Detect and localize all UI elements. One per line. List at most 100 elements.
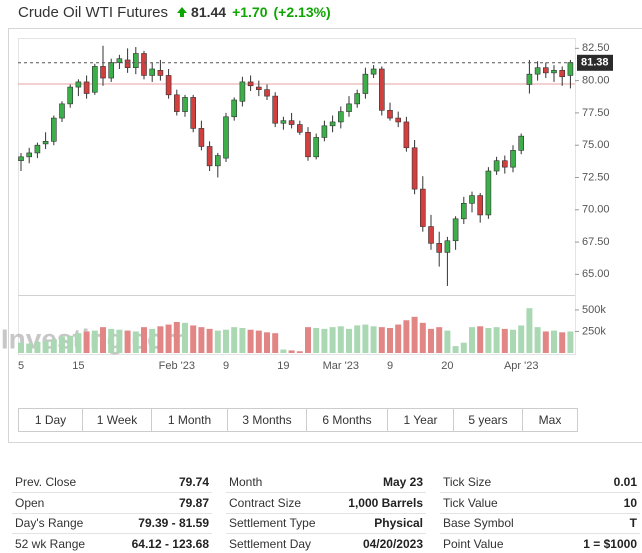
range-button[interactable]: 1 Week bbox=[83, 409, 152, 431]
candle-body bbox=[255, 86, 262, 90]
stat-value: 79.74 bbox=[178, 475, 209, 489]
volume-bar bbox=[403, 320, 410, 353]
up-arrow bbox=[177, 7, 188, 17]
candle-body bbox=[526, 73, 533, 85]
range-button[interactable]: 1 Day bbox=[19, 409, 83, 431]
y2-tick-label: 250k bbox=[582, 325, 606, 337]
candle-body bbox=[329, 121, 336, 127]
candle-body bbox=[75, 81, 82, 88]
stat-value: T bbox=[629, 516, 637, 530]
candle-body bbox=[501, 160, 508, 168]
volume-bar bbox=[214, 330, 221, 353]
range-button[interactable]: 3 Months bbox=[228, 409, 307, 431]
candle-body bbox=[239, 81, 246, 102]
candle-body bbox=[477, 195, 484, 216]
x-tick-label: 5 bbox=[18, 360, 24, 372]
volume-bar bbox=[518, 325, 525, 353]
candle-body bbox=[264, 89, 270, 97]
stat-label: Settlement Day bbox=[229, 537, 312, 551]
candle-body bbox=[469, 195, 475, 204]
stat-value: 79.39 - 81.59 bbox=[138, 516, 209, 530]
candle-body bbox=[157, 69, 164, 76]
candle-body bbox=[206, 146, 213, 167]
candle-body bbox=[542, 67, 549, 74]
candle-body bbox=[124, 59, 131, 69]
volume-bar bbox=[83, 331, 90, 353]
volume-bar bbox=[411, 316, 418, 353]
volume-bar bbox=[370, 326, 377, 353]
candle-body bbox=[18, 156, 24, 161]
volume-bar bbox=[190, 325, 197, 353]
volume-bar bbox=[231, 327, 238, 353]
volume-bar bbox=[329, 327, 336, 353]
candle-body bbox=[92, 66, 98, 93]
stat-label: 52 wk Range bbox=[15, 537, 86, 551]
volume-bar bbox=[510, 329, 516, 353]
candle-body bbox=[387, 110, 393, 119]
volume-bar bbox=[469, 327, 475, 353]
candle-body bbox=[567, 62, 574, 76]
candle-body bbox=[354, 93, 361, 105]
volume-bar bbox=[551, 330, 557, 353]
stat-label: Settlement Type bbox=[229, 516, 316, 530]
stat-value: 10 bbox=[623, 496, 637, 510]
candle-body bbox=[403, 121, 410, 149]
candle-body bbox=[100, 66, 106, 79]
volume-bar bbox=[173, 321, 180, 353]
volume-bar bbox=[34, 341, 41, 353]
candle-body bbox=[231, 99, 237, 118]
candle-body bbox=[42, 141, 49, 145]
range-button[interactable]: 5 years bbox=[454, 409, 523, 431]
volume-bar bbox=[108, 328, 115, 353]
stat-label: Base Symbol bbox=[443, 516, 514, 530]
volume-bar bbox=[444, 330, 451, 353]
volume-bar bbox=[321, 328, 328, 353]
candle-body bbox=[485, 170, 492, 216]
stat-value: May 23 bbox=[382, 475, 423, 489]
volume-bar bbox=[100, 327, 106, 353]
candle-body bbox=[559, 69, 566, 78]
range-button[interactable]: 6 Months bbox=[307, 409, 388, 431]
stat-label: Open bbox=[15, 496, 45, 510]
candle-body bbox=[59, 103, 65, 119]
volume-bar bbox=[239, 328, 246, 353]
volume-bar bbox=[247, 329, 254, 353]
volume-bar bbox=[460, 342, 467, 353]
candle-body bbox=[428, 226, 434, 244]
candle-body bbox=[460, 203, 467, 220]
volume-bar bbox=[149, 328, 156, 353]
volume-bar bbox=[26, 343, 33, 353]
price-change-pct: (+2.13%) bbox=[273, 4, 331, 20]
volume-bar bbox=[255, 330, 262, 353]
candle-body bbox=[362, 73, 369, 94]
range-button[interactable]: Max bbox=[538, 413, 562, 427]
candle-body bbox=[411, 147, 418, 190]
candle-body bbox=[26, 152, 33, 158]
stat-value: 79.87 bbox=[178, 496, 209, 510]
range-button[interactable]: 1 Year bbox=[388, 409, 454, 431]
stat-value: 1 = $1000 bbox=[583, 537, 637, 551]
candle-body bbox=[444, 240, 451, 253]
volume-bar bbox=[59, 336, 65, 353]
candle-body bbox=[378, 68, 385, 111]
y-tick-label: 75.00 bbox=[582, 139, 610, 151]
candle-body bbox=[149, 68, 155, 76]
candle-body bbox=[67, 86, 73, 105]
row-separator bbox=[12, 533, 212, 534]
plot-frame bbox=[18, 38, 576, 355]
volume-bar bbox=[165, 324, 172, 353]
volume-bar bbox=[280, 349, 287, 353]
candle-body bbox=[83, 81, 90, 94]
volume-bar bbox=[182, 322, 188, 353]
candle-body bbox=[395, 117, 402, 123]
candle-body bbox=[436, 243, 443, 253]
volume-bar bbox=[157, 326, 164, 353]
x-tick-label: 9 bbox=[223, 360, 229, 372]
current-price-label: 81.38 bbox=[581, 57, 609, 69]
candle-body bbox=[190, 97, 196, 129]
current-price-box bbox=[577, 54, 613, 71]
row-separator bbox=[440, 533, 640, 534]
row-separator bbox=[226, 533, 426, 534]
candle-body bbox=[346, 103, 352, 112]
range-button[interactable]: 1 Month bbox=[152, 409, 228, 431]
